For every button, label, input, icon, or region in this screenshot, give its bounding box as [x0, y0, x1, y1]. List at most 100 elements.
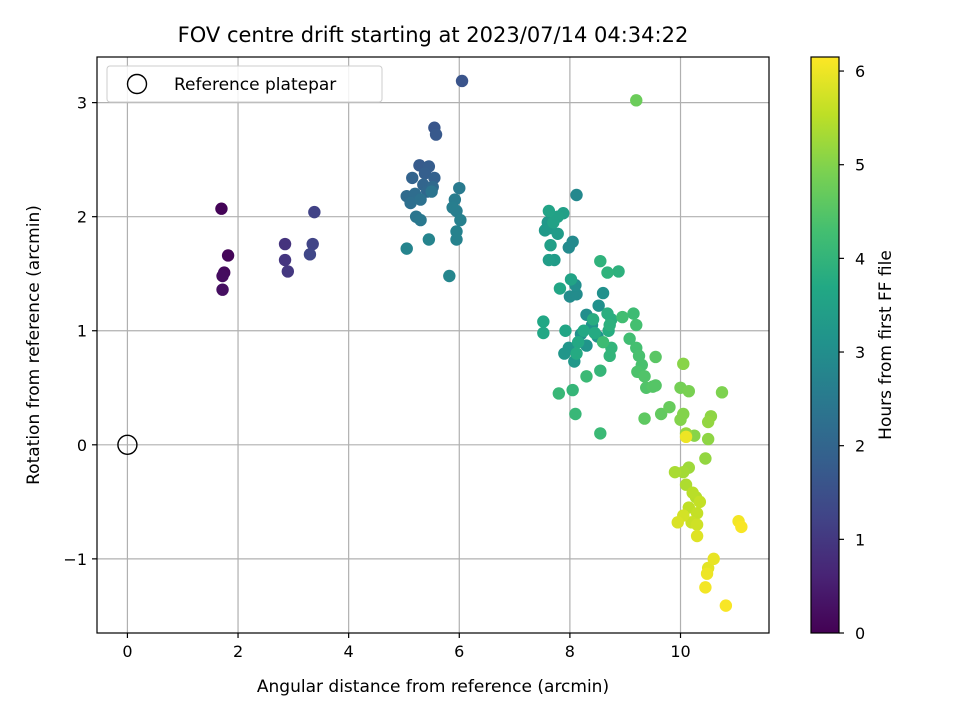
- data-point: [719, 599, 733, 612]
- data-point: [596, 335, 610, 349]
- data-point: [701, 432, 715, 446]
- data-point: [663, 400, 676, 414]
- colorbar-tick-label: 6: [855, 62, 865, 81]
- data-point: [425, 185, 438, 198]
- data-point: [544, 238, 557, 252]
- data-point: [580, 370, 593, 383]
- data-point: [537, 326, 550, 340]
- data-point: [603, 318, 616, 332]
- data-point: [215, 202, 228, 215]
- data-point: [699, 452, 712, 465]
- data-point: [281, 265, 295, 278]
- data-point: [558, 347, 571, 360]
- colorbar-tick-label: 0: [855, 624, 865, 643]
- data-point: [649, 379, 662, 392]
- data-point: [601, 266, 614, 279]
- data-point: [414, 213, 427, 227]
- data-point: [418, 167, 432, 180]
- data-point: [308, 205, 321, 219]
- data-point: [450, 233, 463, 246]
- y-tick-label: 2: [77, 208, 87, 227]
- x-axis-title: Angular distance from reference (arcmin): [257, 677, 609, 697]
- colorbar-tick-label: 5: [855, 156, 865, 175]
- data-point: [699, 581, 712, 594]
- data-point: [592, 299, 605, 312]
- data-point: [616, 310, 629, 324]
- y-tick-label: 1: [77, 322, 87, 341]
- data-point: [588, 326, 601, 340]
- data-point: [542, 253, 556, 267]
- data-point: [414, 193, 427, 206]
- y-tick-label: 0: [77, 436, 87, 455]
- colorbar-tick-label: 2: [855, 437, 865, 456]
- plot-area: 0 2 4 6 8 10 −1 0 1 2 3 Reference platepar: [63, 56, 770, 661]
- data-point: [570, 188, 583, 202]
- data-point: [404, 196, 417, 210]
- x-tick-label: 10: [670, 642, 690, 661]
- data-point: [612, 265, 625, 278]
- data-point: [559, 324, 572, 337]
- data-point: [443, 269, 456, 283]
- data-point: [594, 427, 607, 440]
- data-point: [603, 349, 616, 363]
- data-point: [306, 237, 319, 251]
- data-point: [400, 242, 413, 255]
- colorbar-gradient: [810, 56, 840, 634]
- data-point: [596, 286, 610, 300]
- data-point: [654, 407, 668, 421]
- data-point: [690, 507, 704, 520]
- data-point: [569, 407, 582, 421]
- data-point: [303, 248, 317, 261]
- legend: Reference platepar: [106, 65, 383, 103]
- data-point: [638, 370, 651, 383]
- data-point: [278, 237, 292, 251]
- y-axis-title: Rotation from reference (arcmin): [24, 205, 44, 485]
- data-point: [701, 415, 715, 429]
- data-point: [686, 486, 699, 499]
- data-point: [707, 552, 720, 566]
- colorbar-tick-label: 3: [855, 343, 865, 362]
- data-point: [577, 324, 590, 337]
- data-point: [566, 235, 579, 248]
- data-point: [630, 318, 643, 332]
- data-point: [553, 282, 567, 295]
- data-point: [542, 204, 556, 218]
- x-tick-label: 8: [565, 642, 575, 661]
- data-point: [422, 233, 436, 246]
- data-point: [623, 332, 636, 345]
- data-point: [571, 335, 585, 349]
- data-point: [649, 350, 662, 364]
- plot-frame: [96, 56, 770, 634]
- data-point: [594, 254, 607, 268]
- legend-label: Reference platepar: [174, 75, 336, 95]
- data-point: [682, 384, 696, 398]
- data-point: [630, 94, 643, 107]
- data-point: [735, 520, 748, 534]
- data-point: [538, 224, 552, 237]
- data-point: [216, 269, 229, 283]
- data-point: [221, 249, 235, 262]
- data-point: [570, 347, 583, 360]
- data-point: [715, 386, 729, 399]
- data-point: [454, 213, 467, 227]
- reference-point-marker: [117, 434, 138, 456]
- data-point: [679, 430, 693, 444]
- data-point: [551, 227, 564, 240]
- data-point: [566, 383, 579, 397]
- colorbar-tick-label: 4: [855, 249, 865, 268]
- data-point: [677, 357, 690, 371]
- x-tick-label: 2: [233, 642, 243, 661]
- colorbar-title: Hours from first FF file: [876, 250, 896, 440]
- colorbar: 0 1 2 3 4 5 6: [810, 56, 865, 643]
- data-point: [429, 128, 443, 141]
- data-point: [455, 74, 469, 88]
- data-point: [594, 364, 607, 377]
- colorbar-tick-label: 1: [855, 530, 865, 549]
- data-point: [671, 516, 684, 529]
- data-point: [564, 273, 578, 286]
- x-tick-label: 4: [344, 642, 354, 661]
- legend-marker: [126, 73, 148, 95]
- data-point: [677, 407, 690, 421]
- data-point: [570, 288, 583, 301]
